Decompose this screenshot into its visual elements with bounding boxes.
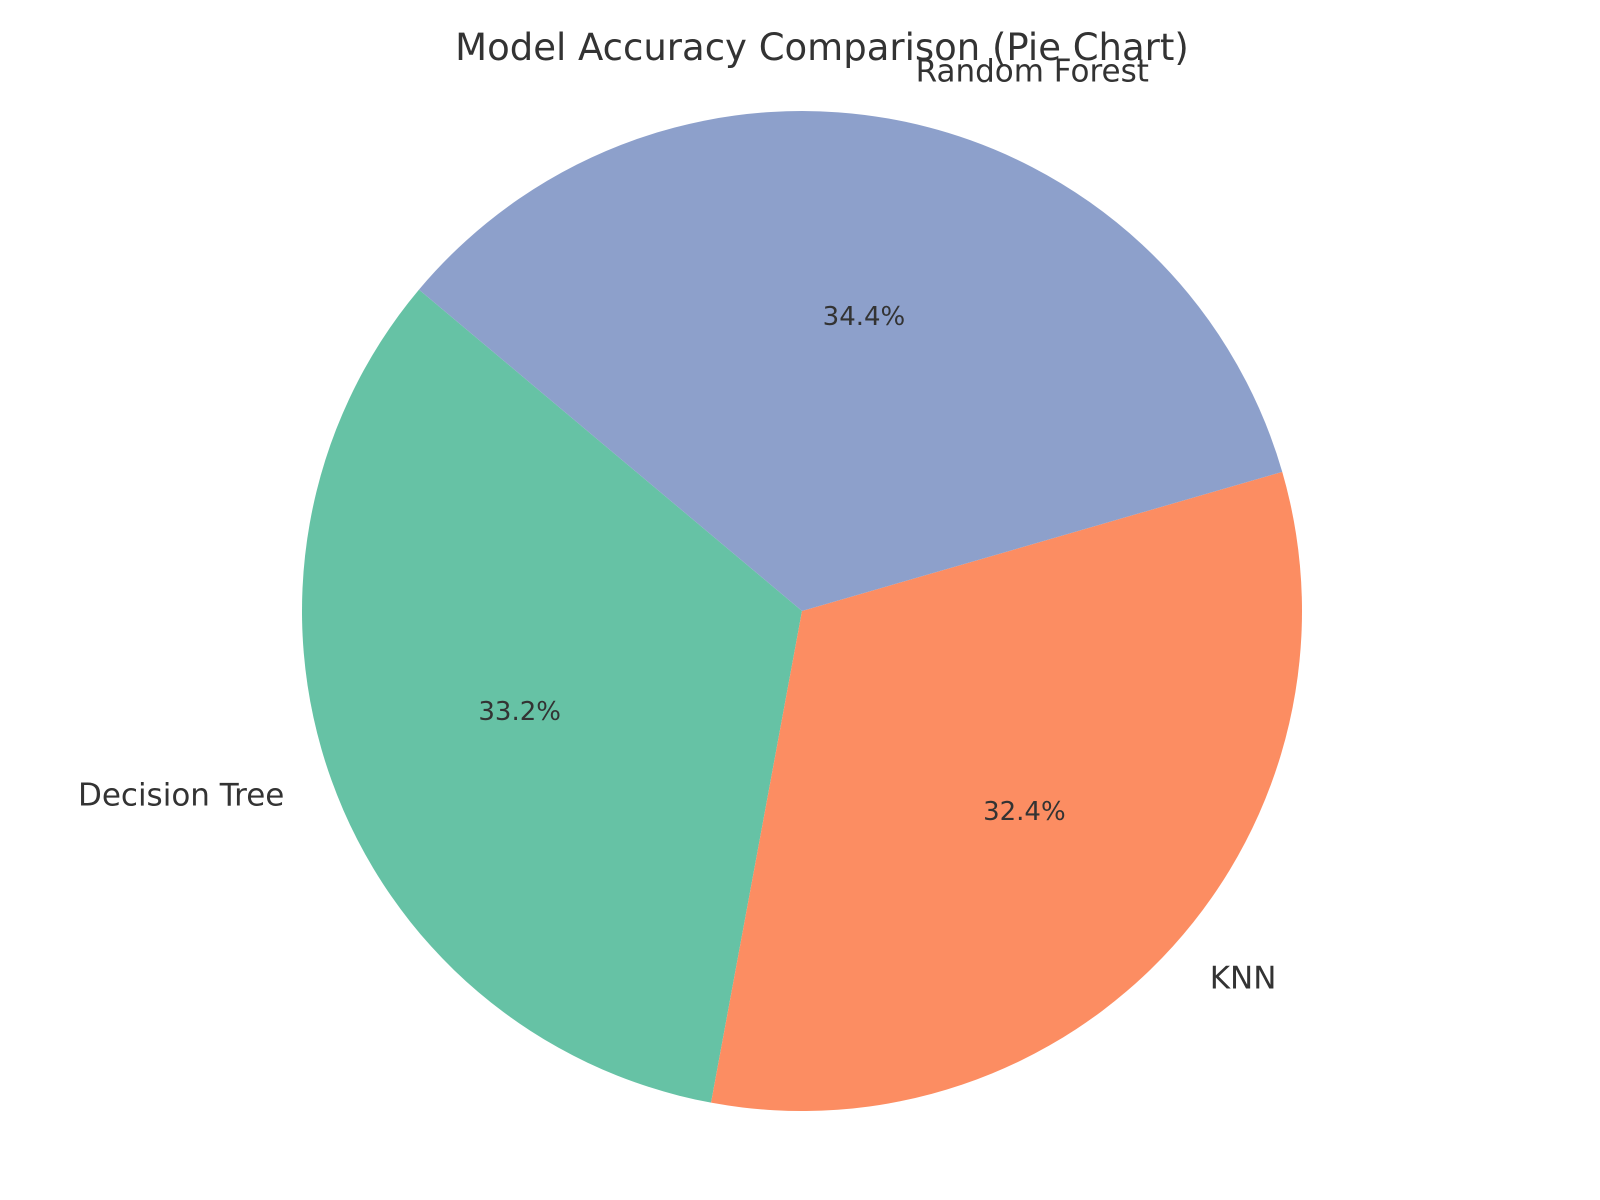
pie-slice-knn (711, 471, 1302, 1111)
slice-label-decision-tree: Decision Tree (78, 777, 284, 813)
chart-title: Model Accuracy Comparison (Pie Chart) (455, 26, 1189, 69)
pie-slices (302, 111, 1302, 1111)
percent-label-knn: 32.4% (983, 797, 1066, 827)
pie-labels: Decision Tree 33.2% KNN 32.4% Random Forest 3… (78, 53, 1276, 996)
percent-label-decision-tree: 33.2% (478, 697, 561, 727)
percent-label-random-forest: 34.4% (823, 302, 906, 332)
pie-slice-decision-tree (302, 289, 802, 1103)
slice-label-knn: KNN (1210, 961, 1277, 997)
pie-slice-random-forest (418, 111, 1283, 611)
slice-label-random-forest: Random Forest (916, 53, 1149, 89)
